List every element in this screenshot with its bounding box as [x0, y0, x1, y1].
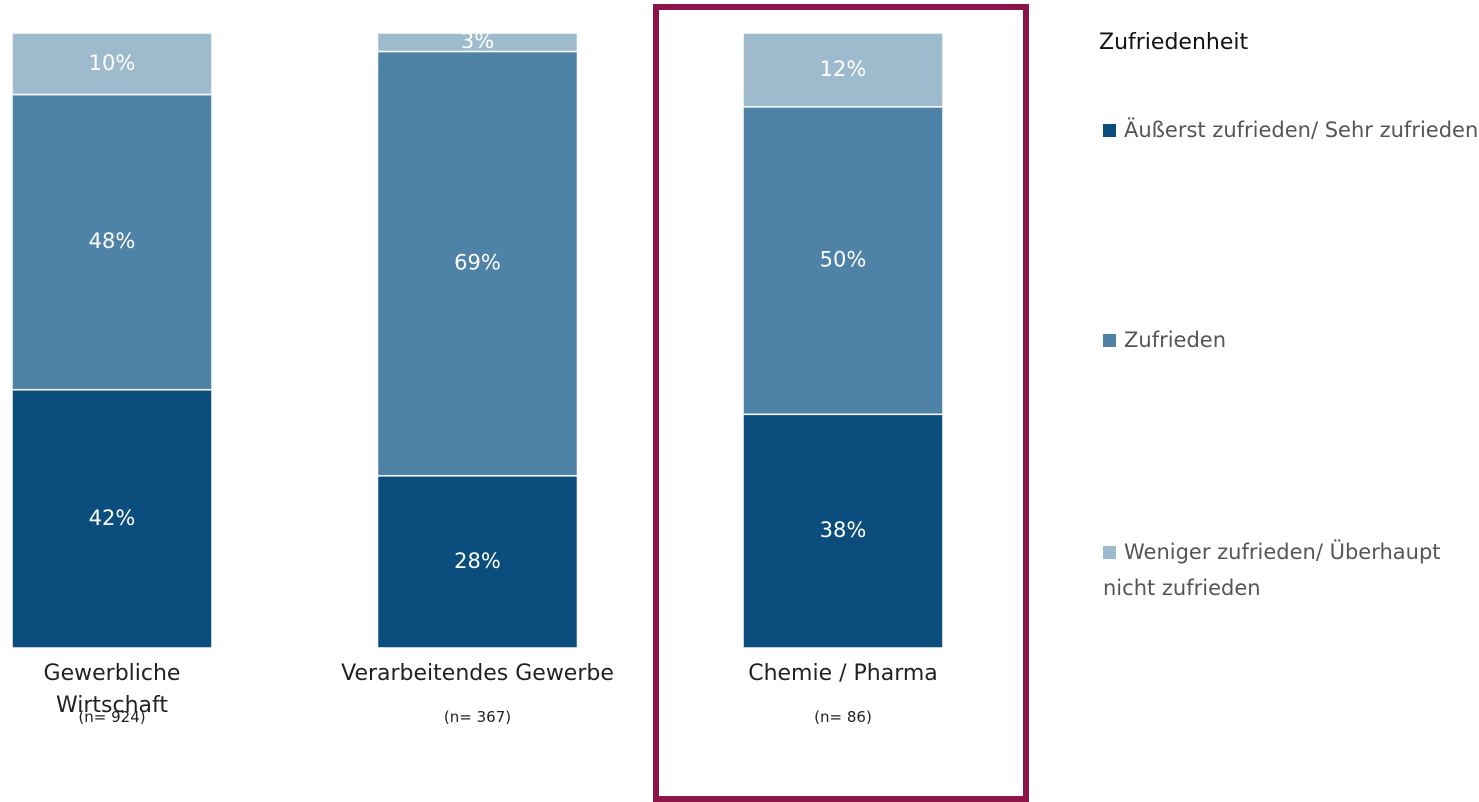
bar-segment	[376, 32, 579, 53]
legend-swatch	[1103, 546, 1116, 559]
legend-label: Äußerst zufrieden/ Sehr zufrieden	[1124, 118, 1479, 142]
category-label: Verarbeitendes Gewerbe	[341, 661, 614, 686]
value-label: 3%	[461, 29, 494, 53]
bar-segment	[742, 106, 944, 416]
bar-segment	[376, 475, 579, 649]
sample-size: (n= 924)	[78, 708, 146, 726]
legend-swatch	[1103, 124, 1116, 137]
value-label: 42%	[89, 506, 136, 530]
bar-segment	[742, 413, 944, 649]
bar-segment	[742, 32, 944, 108]
category-label: Chemie / Pharma	[748, 661, 938, 686]
legend-swatch	[1103, 334, 1116, 347]
value-label: 12%	[820, 57, 867, 81]
value-label: 50%	[820, 248, 867, 272]
value-label: 38%	[820, 518, 867, 542]
value-label: 10%	[89, 51, 136, 75]
value-label: 28%	[454, 549, 501, 573]
legend-item: Weniger zufrieden/ Überhaupt nicht zufri…	[1103, 534, 1479, 606]
bar-segment	[11, 32, 213, 96]
legend-item: Zufrieden	[1103, 322, 1479, 358]
sample-size: (n= 86)	[814, 708, 872, 726]
sample-size: (n= 367)	[443, 708, 512, 726]
category-label: Gewerbliche Wirtschaft	[43, 661, 181, 718]
bar-segment	[376, 50, 579, 477]
legend-label: Zufrieden	[1124, 328, 1227, 352]
highlight-box	[653, 4, 1029, 802]
value-label: 69%	[454, 251, 501, 275]
legend-label: Weniger zufrieden/ Überhaupt nicht zufri…	[1103, 540, 1441, 600]
legend-title: Zufriedenheit	[1099, 30, 1249, 55]
value-label: 48%	[89, 229, 136, 253]
legend-item: Äußerst zufrieden/ Sehr zufrieden	[1103, 112, 1479, 148]
